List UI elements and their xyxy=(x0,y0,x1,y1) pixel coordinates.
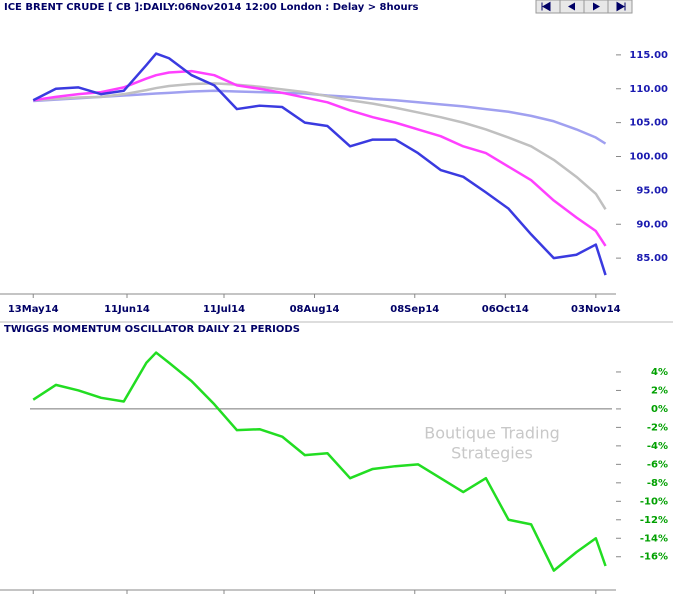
x-tick-label: 06Oct14 xyxy=(482,304,529,315)
x-tick-label: 08Aug14 xyxy=(290,304,340,315)
prev-icon xyxy=(568,2,575,11)
chart-title: ICE BRENT CRUDE [ CB ]:DAILY:06Nov2014 1… xyxy=(4,2,419,13)
next-icon xyxy=(593,2,600,11)
y-tick-label: 100.00 xyxy=(629,152,668,163)
y-tick-label: 105.00 xyxy=(629,118,668,129)
y-tick-label: 95.00 xyxy=(636,185,668,196)
x-tick-label: 11Jul14 xyxy=(203,304,245,315)
y-tick-label: 0% xyxy=(651,404,668,415)
y-tick-label: -16% xyxy=(640,552,668,563)
series-line xyxy=(32,351,607,572)
y-tick-label: -14% xyxy=(640,533,668,544)
watermark: Strategies xyxy=(451,444,533,463)
series-line xyxy=(33,69,607,247)
first-icon xyxy=(541,1,551,12)
series-line xyxy=(33,82,607,211)
y-tick-label: 110.00 xyxy=(629,84,668,95)
chart-title: TWIGGS MOMENTUM OSCILLATOR DAILY 21 PERI… xyxy=(4,324,300,335)
y-tick-label: -8% xyxy=(647,478,668,489)
series-line xyxy=(32,52,607,276)
x-tick-label: 11Jun14 xyxy=(104,304,150,315)
y-tick-label: 85.00 xyxy=(636,253,668,264)
watermark: Boutique Trading xyxy=(424,424,560,443)
y-tick-label: -12% xyxy=(640,515,668,526)
y-tick-label: -6% xyxy=(647,459,668,470)
y-tick-label: -4% xyxy=(647,441,668,452)
x-tick-label: 08Sep14 xyxy=(390,304,439,315)
x-tick-label: 03Nov14 xyxy=(571,304,621,315)
y-tick-label: 4% xyxy=(651,367,668,378)
y-tick-label: 2% xyxy=(651,385,668,396)
y-tick-label: 115.00 xyxy=(629,50,668,61)
y-tick-label: -2% xyxy=(647,422,668,433)
x-tick-label: 13May14 xyxy=(8,304,59,315)
nav-buttons xyxy=(535,0,633,14)
y-tick-label: 90.00 xyxy=(636,219,668,230)
y-tick-label: -10% xyxy=(640,496,668,507)
last-icon xyxy=(616,1,626,12)
